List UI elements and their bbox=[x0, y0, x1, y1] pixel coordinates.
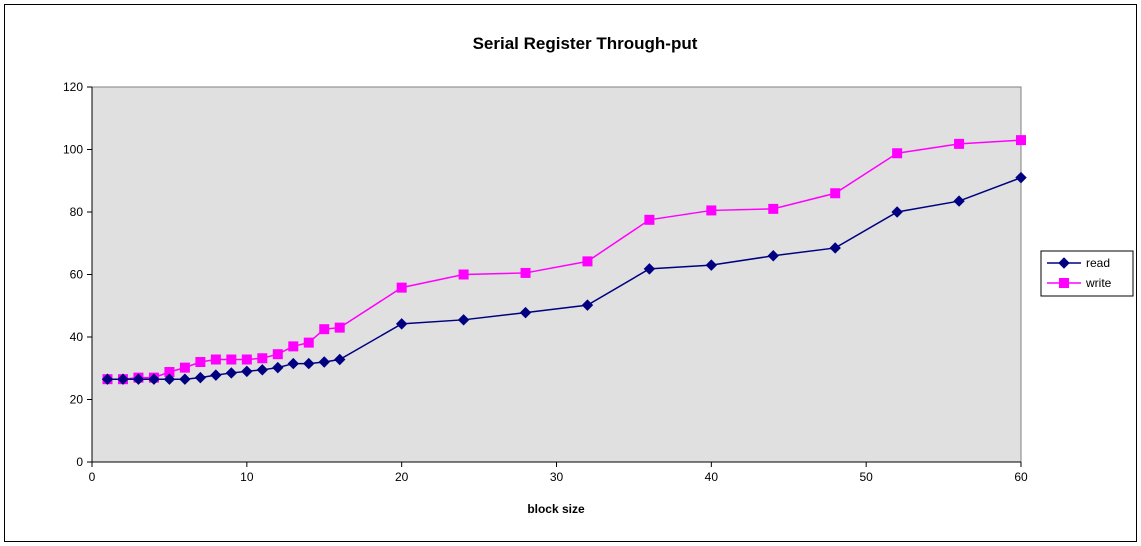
data-point-write bbox=[830, 188, 841, 199]
series-write bbox=[102, 135, 1026, 385]
data-point-write bbox=[768, 203, 779, 214]
data-point-write bbox=[319, 324, 330, 335]
data-point-read bbox=[705, 259, 718, 271]
data-point-read bbox=[395, 318, 408, 330]
data-point-read bbox=[829, 242, 841, 254]
data-point-read bbox=[256, 364, 269, 376]
legend-box bbox=[1040, 250, 1134, 297]
y-tick-label: 40 bbox=[70, 330, 84, 344]
series-read bbox=[101, 171, 1027, 385]
data-point-write bbox=[179, 362, 190, 373]
data-point-write bbox=[1016, 135, 1026, 146]
data-point-read bbox=[303, 357, 315, 370]
data-point-read bbox=[179, 373, 191, 385]
x-tick-label: 20 bbox=[395, 470, 409, 484]
data-point-read bbox=[101, 373, 114, 385]
data-point-read bbox=[1015, 171, 1027, 184]
data-point-read bbox=[272, 361, 284, 374]
x-tick-label: 30 bbox=[550, 470, 564, 484]
legend-entry-write: write bbox=[1047, 276, 1112, 290]
data-point-read bbox=[194, 371, 207, 384]
x-tick-label: 60 bbox=[1014, 470, 1028, 484]
data-point-write bbox=[334, 322, 345, 333]
data-point-write bbox=[226, 354, 237, 365]
data-point-write bbox=[644, 214, 655, 225]
data-point-read bbox=[581, 299, 594, 311]
data-point-read bbox=[953, 195, 965, 207]
data-point-write bbox=[458, 269, 469, 280]
data-point-read bbox=[457, 314, 470, 326]
data-point-read bbox=[225, 367, 238, 379]
data-point-read bbox=[117, 373, 129, 385]
data-point-read bbox=[148, 373, 160, 385]
chart-title: Serial Register Through-put bbox=[473, 34, 698, 53]
data-point-write bbox=[303, 337, 314, 348]
data-point-read bbox=[519, 306, 532, 319]
legend-label: read bbox=[1086, 256, 1110, 270]
data-point-read bbox=[643, 263, 656, 275]
data-point-write bbox=[892, 148, 903, 159]
series-layer bbox=[101, 135, 1027, 385]
x-tick-label: 50 bbox=[859, 470, 873, 484]
legend-swatch-marker bbox=[1058, 257, 1070, 269]
data-point-write bbox=[396, 282, 407, 293]
legend-entry-read: read bbox=[1047, 256, 1110, 270]
data-point-read bbox=[318, 356, 330, 368]
y-tick-label: 80 bbox=[70, 205, 84, 219]
data-point-read bbox=[891, 206, 903, 218]
y-tick-label: 100 bbox=[63, 143, 83, 157]
data-point-write bbox=[241, 354, 252, 365]
x-tick-label: 0 bbox=[89, 470, 96, 484]
legend-label: write bbox=[1085, 276, 1112, 290]
data-point-write bbox=[257, 353, 268, 364]
data-point-read bbox=[163, 373, 176, 385]
data-point-write bbox=[582, 256, 593, 267]
data-point-write bbox=[288, 341, 299, 352]
data-point-write bbox=[195, 357, 206, 367]
y-tick-label: 120 bbox=[63, 80, 83, 94]
y-tick-label: 0 bbox=[76, 455, 83, 469]
data-point-write bbox=[272, 349, 283, 360]
data-point-read bbox=[334, 353, 346, 366]
data-point-read bbox=[767, 250, 779, 262]
x-tick-label: 40 bbox=[705, 470, 719, 484]
axes: 0 20 40 60 80 100 120 0 10 20 30 40 50 60 bbox=[63, 80, 1028, 484]
y-tick-label: 20 bbox=[70, 393, 84, 407]
data-point-read bbox=[210, 369, 222, 381]
data-point-write bbox=[210, 354, 221, 365]
data-point-read bbox=[132, 373, 145, 385]
x-axis-label: block size bbox=[527, 502, 585, 516]
data-point-write bbox=[706, 205, 717, 216]
data-point-write bbox=[520, 267, 531, 278]
data-point-write bbox=[954, 138, 965, 149]
data-point-read bbox=[287, 357, 299, 370]
legend-swatch-marker bbox=[1059, 278, 1069, 288]
data-point-read bbox=[241, 365, 253, 378]
y-tick-label: 60 bbox=[70, 268, 84, 282]
plot-area bbox=[91, 86, 1022, 463]
legend: read write bbox=[1040, 250, 1134, 297]
x-tick-label: 10 bbox=[240, 470, 254, 484]
